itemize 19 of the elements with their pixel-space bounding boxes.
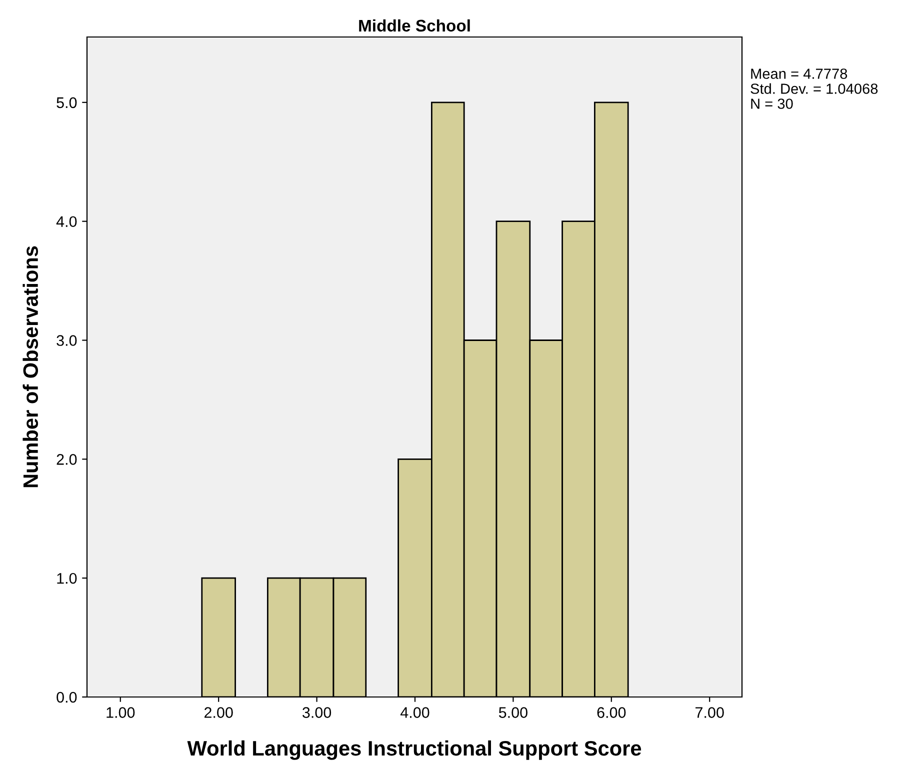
y-tick-label: 2.0 [56, 454, 77, 465]
text: N = 30 [751, 98, 793, 109]
x-tick-label: 2.00 [204, 707, 233, 718]
x-tick-label: 1.00 [106, 707, 135, 718]
text: Mean = 4.7778 [751, 68, 848, 79]
y-tick-label: 0.0 [56, 692, 77, 703]
y-tick-label: 1.0 [57, 572, 77, 584]
x-tick-label: 4.00 [400, 707, 430, 718]
x-tick-label: 6.00 [597, 707, 626, 718]
y-tick-label: 4.0 [56, 216, 77, 228]
y-tick-label: 3.0 [56, 335, 77, 346]
y-tick-label: 5.0 [56, 97, 77, 108]
y-axis-title: Number of Observations [22, 246, 38, 488]
x-axis-title: World Languages Instructional Support Score [187, 740, 642, 760]
x-tick-label: 3.00 [302, 707, 332, 718]
text: Std. Dev. = 1.04068 [750, 83, 878, 94]
x-tick-label: 7.00 [696, 707, 724, 718]
chart-title: Middle School [359, 19, 470, 32]
x-tick-label: 5.00 [498, 707, 528, 718]
